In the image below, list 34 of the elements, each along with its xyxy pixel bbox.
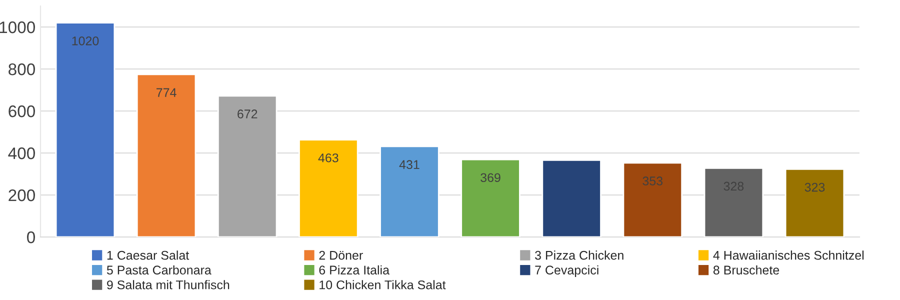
bar	[784, 168, 845, 237]
bar	[460, 158, 520, 237]
y-tick-label: 600	[8, 105, 35, 118]
legend-label: 5 Pasta Carbonara	[106, 265, 212, 275]
data-label: 463	[318, 153, 338, 162]
bar	[704, 167, 764, 237]
legend-label: 6 Pizza Italia	[319, 265, 390, 275]
legend-label: 1 Caesar Salat	[107, 250, 190, 260]
legend-label: 10 Chicken Tikka Salat	[320, 280, 446, 290]
y-tick-label: 1000	[0, 21, 35, 34]
bar	[136, 74, 196, 237]
bar	[217, 95, 278, 237]
legend-label: 9 Salata mit Thunfisch	[107, 280, 230, 290]
data-label: 323	[804, 182, 825, 192]
legend-label: 7 Cevapcici	[535, 265, 598, 277]
bar	[542, 159, 602, 237]
data-label: 369	[480, 173, 500, 182]
y-tick-label: 800	[8, 63, 35, 76]
legend-label: 4 Hawaiianisches Schnitzel	[713, 250, 864, 260]
data-label: 431	[399, 160, 420, 170]
data-label: 672	[238, 110, 258, 118]
bar	[55, 22, 116, 237]
bar	[380, 146, 440, 237]
legend-label: 3 Pizza Chicken	[535, 250, 624, 260]
data-label: 353	[642, 176, 663, 186]
y-tick-label: 0	[27, 231, 35, 244]
data-label: 774	[156, 88, 176, 97]
legend-label: 8 Bruschete	[713, 265, 780, 275]
legend-label: 2 Döner	[319, 250, 363, 260]
bar	[622, 162, 683, 237]
bar	[298, 139, 358, 237]
y-tick-label: 200	[8, 189, 35, 202]
data-label: 1020	[72, 36, 99, 46]
y-tick-label: 400	[8, 147, 35, 160]
